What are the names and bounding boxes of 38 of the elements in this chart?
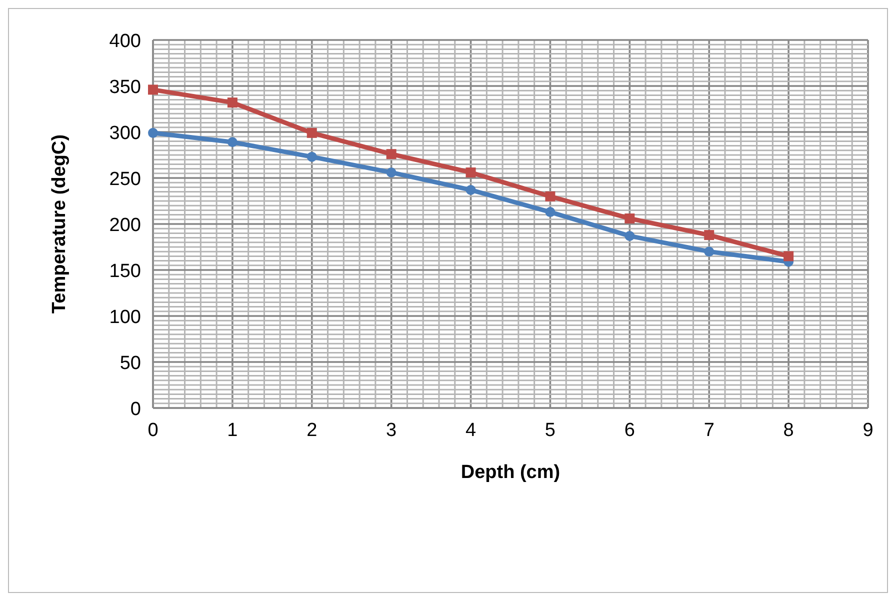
x-tick-label: 0: [148, 420, 158, 441]
point: [386, 149, 396, 160]
y-axis-title: Temperature (degC): [49, 134, 70, 314]
x-tick-label: 3: [386, 420, 397, 441]
point: [466, 167, 476, 178]
y-tick-label: 300: [109, 123, 141, 144]
point: [227, 137, 238, 148]
x-tick-label: 1: [227, 420, 238, 441]
y-tick-label: 100: [109, 307, 141, 328]
point: [624, 213, 635, 224]
y-tick-label: 50: [120, 353, 141, 374]
point: [148, 84, 158, 95]
y-tick-label: 250: [109, 169, 141, 190]
point: [704, 230, 714, 240]
x-tick-label: 6: [624, 420, 635, 441]
x-tick-label: 5: [544, 420, 556, 441]
x-tick-label: 4: [465, 420, 476, 441]
point: [386, 167, 396, 178]
x-tick-label: 8: [783, 420, 794, 441]
y-tick-label: 400: [109, 31, 141, 52]
x-tick-label: 2: [306, 420, 318, 441]
point: [545, 207, 556, 218]
y-tick-label: 0: [130, 399, 141, 420]
point: [306, 152, 317, 162]
point: [624, 230, 635, 241]
y-tick-label: 350: [109, 77, 141, 98]
x-tick-label: 7: [704, 420, 714, 441]
point: [704, 246, 714, 257]
point: [545, 191, 556, 202]
y-tick-label: 200: [109, 215, 141, 236]
point: [466, 184, 476, 195]
x-axis-title: Depth (cm): [460, 462, 560, 483]
point: [227, 98, 238, 108]
point: [306, 128, 317, 138]
y-tick-label: 150: [109, 261, 141, 282]
point: [784, 251, 794, 262]
x-tick-label: 9: [862, 420, 874, 441]
point: [148, 128, 158, 138]
